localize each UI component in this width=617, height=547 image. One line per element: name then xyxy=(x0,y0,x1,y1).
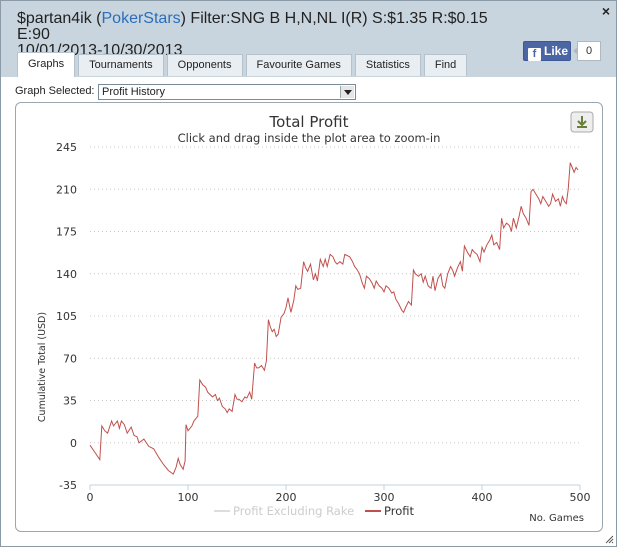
x-axis-label: No. Games xyxy=(529,513,584,524)
window-title: $partan4ik (PokerStars) Filter:SNG B H,N… xyxy=(17,11,517,59)
x-tick-label: 200 xyxy=(276,491,297,504)
title-prefix: $partan4ik ( xyxy=(17,10,102,27)
chart-subtitle: Click and drag inside the plot area to z… xyxy=(178,131,441,145)
y-tick-label: 0 xyxy=(70,437,77,450)
x-tick-label: 0 xyxy=(87,491,94,504)
x-tick-label: 300 xyxy=(374,491,395,504)
tab-bar: Graphs Tournaments Opponents Favourite G… xyxy=(17,52,470,78)
resize-grip-icon[interactable] xyxy=(604,534,614,544)
graph-selector-label: Graph Selected: xyxy=(15,85,95,97)
y-tick-label: -35 xyxy=(59,479,77,492)
y-tick-label: 140 xyxy=(56,268,77,281)
title-suffix: ) Filter:SNG B H,N,NL I(R) S:$1.35 R:$0.… xyxy=(17,10,488,43)
close-button[interactable]: × xyxy=(601,3,610,19)
legend-label-profit: Profit xyxy=(384,504,414,518)
graph-select-value: Profit History xyxy=(102,86,165,98)
like-count: 0 xyxy=(573,41,601,61)
chart-container: Total Profit Click and drag inside the p… xyxy=(15,102,603,532)
download-button[interactable] xyxy=(570,111,594,133)
y-axis-ticks: -35 0 35 70 105 140 175 210 245 xyxy=(56,141,77,492)
tab-opponents[interactable]: Opponents xyxy=(166,54,243,76)
dropdown-arrow-icon[interactable] xyxy=(340,86,354,98)
download-icon xyxy=(577,116,587,128)
legend-item-profit[interactable]: Profit xyxy=(365,504,414,518)
facebook-like-button[interactable]: f Like xyxy=(523,41,571,61)
x-tick-label: 400 xyxy=(472,491,493,504)
profit-series-line[interactable] xyxy=(89,162,579,475)
profit-chart[interactable]: Total Profit Click and drag inside the p… xyxy=(16,103,602,531)
y-tick-label: 175 xyxy=(56,226,77,239)
tab-favourite-games[interactable]: Favourite Games xyxy=(245,54,352,76)
x-tick-label: 500 xyxy=(570,491,591,504)
y-axis-label: Cumulative Total (USD) xyxy=(37,312,48,422)
y-tick-label: 105 xyxy=(56,310,77,323)
legend-item-profit-excluding-rake[interactable]: Profit Excluding Rake xyxy=(214,504,354,518)
site-link[interactable]: PokerStars xyxy=(101,10,181,27)
legend: Profit Excluding Rake Profit xyxy=(214,504,414,518)
tab-find[interactable]: Find xyxy=(423,54,468,76)
y-tick-label: 70 xyxy=(63,352,77,365)
tab-statistics[interactable]: Statistics xyxy=(354,54,421,76)
chart-title: Total Profit xyxy=(269,113,349,131)
graph-select[interactable]: Profit History xyxy=(98,84,356,100)
gridlines xyxy=(90,146,580,444)
x-tick-label: 100 xyxy=(178,491,199,504)
like-label: Like xyxy=(544,44,569,58)
y-tick-label: 245 xyxy=(56,141,77,154)
legend-label-profit-excluding-rake: Profit Excluding Rake xyxy=(233,504,354,518)
tab-graphs[interactable]: Graphs xyxy=(17,52,76,77)
y-tick-label: 35 xyxy=(63,395,77,408)
title-bar: $partan4ik (PokerStars) Filter:SNG B H,N… xyxy=(1,1,616,77)
facebook-icon: f xyxy=(528,48,541,61)
y-tick-label: 210 xyxy=(56,183,77,196)
tab-tournaments[interactable]: Tournaments xyxy=(78,54,164,76)
x-axis-ticks: 0 100 200 300 400 500 xyxy=(87,485,591,504)
